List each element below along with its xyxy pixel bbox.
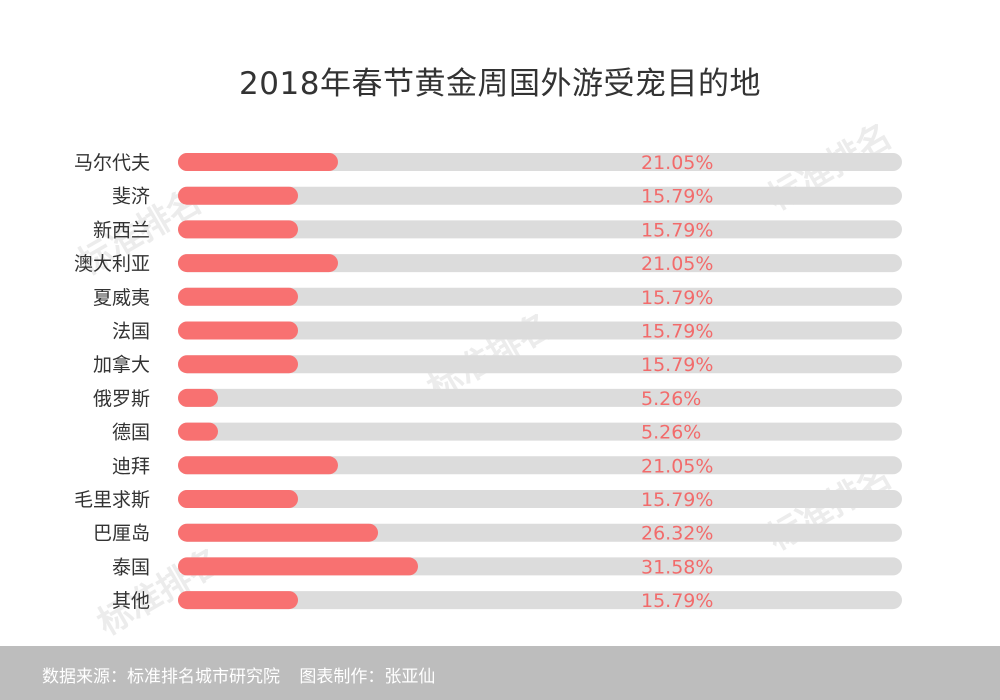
bar <box>178 254 338 273</box>
bar <box>178 388 218 407</box>
category-label: 新西兰 <box>93 219 150 241</box>
bar-track <box>178 254 902 273</box>
bar-track <box>178 355 902 374</box>
category-label: 巴厘岛 <box>93 523 150 545</box>
bar-track <box>178 422 902 441</box>
bar <box>178 557 419 576</box>
bar-track <box>178 591 902 610</box>
value-label: 15.79% <box>641 489 713 511</box>
value-label: 26.32% <box>641 523 713 545</box>
bar-track <box>178 456 902 475</box>
value-label: 21.05% <box>641 152 713 174</box>
category-label: 德国 <box>112 422 150 444</box>
bar-track <box>178 186 902 205</box>
value-label: 5.26% <box>641 388 701 410</box>
bar <box>178 422 218 441</box>
category-label: 法国 <box>112 321 150 343</box>
bar <box>178 456 338 475</box>
category-label: 其他 <box>112 590 150 612</box>
category-label: 迪拜 <box>112 455 150 477</box>
value-label: 15.79% <box>641 321 713 343</box>
bar <box>178 321 299 340</box>
category-label: 斐济 <box>112 186 150 208</box>
bar <box>178 153 338 171</box>
bar-track <box>178 321 902 340</box>
category-label: 夏威夷 <box>93 287 150 309</box>
category-label: 马尔代夫 <box>74 152 150 174</box>
value-label: 15.79% <box>641 186 713 208</box>
bar-track <box>178 220 902 239</box>
value-label: 5.26% <box>641 422 701 444</box>
category-label: 俄罗斯 <box>93 388 150 410</box>
category-label: 澳大利亚 <box>74 253 150 275</box>
value-label: 31.58% <box>641 556 713 578</box>
bar <box>178 591 299 610</box>
value-label: 15.79% <box>641 287 713 309</box>
footer-text: 数据来源：标准排名城市研究院 图表制作：张亚仙 <box>42 662 449 687</box>
footer-author: 图表制作：张亚仙 <box>299 667 436 687</box>
bar-track <box>178 388 902 407</box>
bar <box>178 186 299 205</box>
bar <box>178 220 299 239</box>
value-label: 21.05% <box>641 455 713 477</box>
category-label: 毛里求斯 <box>74 489 150 511</box>
category-label: 泰国 <box>112 556 150 578</box>
bar-chart: 马尔代夫 21.05% 斐济 15.79% 新西兰 15.79% 澳大利亚 21.05% 夏威夷… <box>74 152 902 612</box>
footer-source: 数据来源：标准排名城市研究院 <box>42 667 280 687</box>
bar-track <box>178 287 902 306</box>
value-label: 21.05% <box>641 253 713 275</box>
bar-track <box>178 153 902 171</box>
value-label: 15.79% <box>641 219 713 241</box>
bar <box>178 355 299 374</box>
bar <box>178 287 299 306</box>
bar <box>178 523 379 542</box>
footer-bar: 数据来源：标准排名城市研究院 图表制作：张亚仙 <box>0 646 1000 700</box>
category-label: 加拿大 <box>93 353 150 376</box>
chart-title: 2018年春节黄金周国外游受宠目的地 <box>239 66 761 102</box>
bar-track <box>178 490 902 508</box>
value-label: 15.79% <box>641 354 713 376</box>
value-label: 15.79% <box>641 590 713 612</box>
bar <box>178 490 299 508</box>
